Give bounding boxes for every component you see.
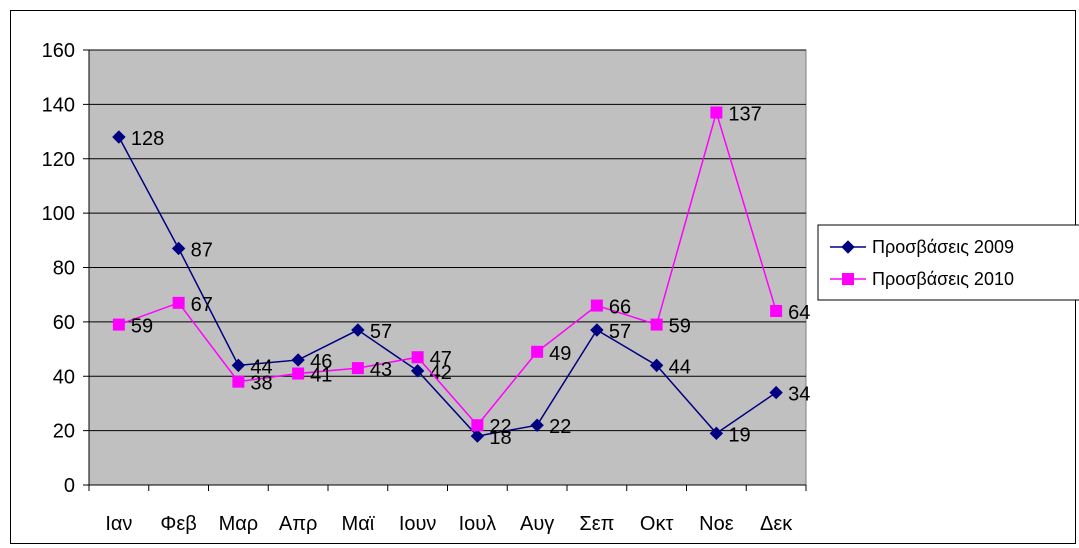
y-tick-label: 120 bbox=[42, 149, 75, 171]
data-label-2: 41 bbox=[310, 365, 332, 387]
series-line-2 bbox=[118, 109, 777, 427]
data-point-1 bbox=[231, 358, 246, 373]
data-point-2 bbox=[471, 419, 484, 432]
legend-label-2: Προσβάσεις 2010 bbox=[872, 269, 1014, 289]
data-point-1 bbox=[649, 358, 664, 373]
x-tick-label: Οκτ bbox=[640, 513, 674, 535]
data-point-1 bbox=[112, 130, 126, 144]
data-point-1 bbox=[769, 385, 783, 400]
data-label-2: 43 bbox=[370, 359, 392, 381]
y-tick-label: 40 bbox=[53, 366, 75, 388]
x-tick-label: Ιουν bbox=[399, 513, 437, 535]
x-tick-label: Φεβ bbox=[160, 513, 196, 535]
data-point-2 bbox=[411, 351, 424, 364]
data-label-1: 44 bbox=[669, 356, 691, 378]
data-label-1: 22 bbox=[549, 416, 571, 438]
data-label-1: 34 bbox=[788, 384, 810, 406]
data-label-1: 44 bbox=[250, 356, 272, 378]
data-label-1: 128 bbox=[131, 128, 164, 150]
data-point-1 bbox=[590, 323, 604, 337]
data-point-2 bbox=[172, 296, 185, 309]
data-point-1 bbox=[291, 353, 305, 367]
y-tick-label: 0 bbox=[64, 475, 75, 497]
legend-label-1: Προσβάσεις 2009 bbox=[872, 237, 1014, 257]
data-label-1: 18 bbox=[489, 427, 511, 449]
x-tick-label: Ιουλ bbox=[459, 513, 497, 535]
data-label-2: 64 bbox=[788, 302, 810, 324]
y-tick-label: 100 bbox=[42, 203, 75, 225]
data-label-2: 22 bbox=[489, 416, 511, 438]
x-tick-label: Νοε bbox=[699, 513, 734, 535]
data-label-1: 87 bbox=[191, 239, 213, 261]
data-point-2 bbox=[770, 305, 783, 317]
data-label-2: 67 bbox=[191, 294, 213, 316]
data-label-2: 49 bbox=[549, 343, 571, 365]
data-label-2: 59 bbox=[131, 316, 153, 338]
data-label-2: 59 bbox=[669, 316, 691, 338]
data-label-2: 47 bbox=[430, 348, 452, 370]
y-tick-label: 160 bbox=[42, 40, 75, 62]
y-tick-label: 80 bbox=[53, 258, 75, 280]
data-point-2 bbox=[531, 345, 544, 358]
data-point-1 bbox=[530, 418, 544, 432]
x-tick-label: Μαϊ bbox=[342, 513, 375, 535]
data-label-1: 46 bbox=[310, 351, 332, 373]
data-point-2 bbox=[710, 106, 723, 119]
legend-marker-2 bbox=[842, 273, 854, 285]
data-label-2: 137 bbox=[728, 104, 761, 126]
data-point-2 bbox=[590, 299, 603, 312]
x-tick-label: Απρ bbox=[279, 513, 318, 535]
x-tick-label: Δεκ bbox=[760, 513, 793, 535]
data-point-2 bbox=[292, 367, 305, 380]
x-tick-label: Ιαν bbox=[105, 513, 132, 535]
data-point-1 bbox=[351, 323, 365, 337]
legend-marker-1 bbox=[841, 240, 855, 254]
data-point-1 bbox=[470, 429, 485, 443]
y-tick-label: 20 bbox=[53, 421, 75, 443]
y-tick-label: 140 bbox=[42, 94, 75, 116]
data-point-2 bbox=[650, 318, 663, 331]
y-tick-label: 60 bbox=[53, 312, 75, 334]
data-label-1: 57 bbox=[609, 321, 631, 343]
data-label-1: 57 bbox=[370, 321, 392, 343]
data-point-2 bbox=[351, 362, 364, 375]
data-label-2: 66 bbox=[609, 297, 631, 319]
x-tick-label: Μαρ bbox=[219, 513, 259, 535]
data-point-2 bbox=[112, 318, 125, 331]
data-point-1 bbox=[410, 364, 425, 378]
x-tick-label: Αυγ bbox=[520, 513, 554, 535]
data-label-1: 19 bbox=[728, 424, 750, 446]
data-label-2: 38 bbox=[250, 373, 272, 395]
data-point-2 bbox=[232, 375, 245, 388]
series-line-1 bbox=[118, 136, 777, 437]
x-tick-label: Σεπ bbox=[579, 513, 614, 535]
data-point-1 bbox=[171, 241, 186, 256]
legend-box bbox=[817, 224, 1079, 301]
data-point-1 bbox=[709, 426, 724, 441]
